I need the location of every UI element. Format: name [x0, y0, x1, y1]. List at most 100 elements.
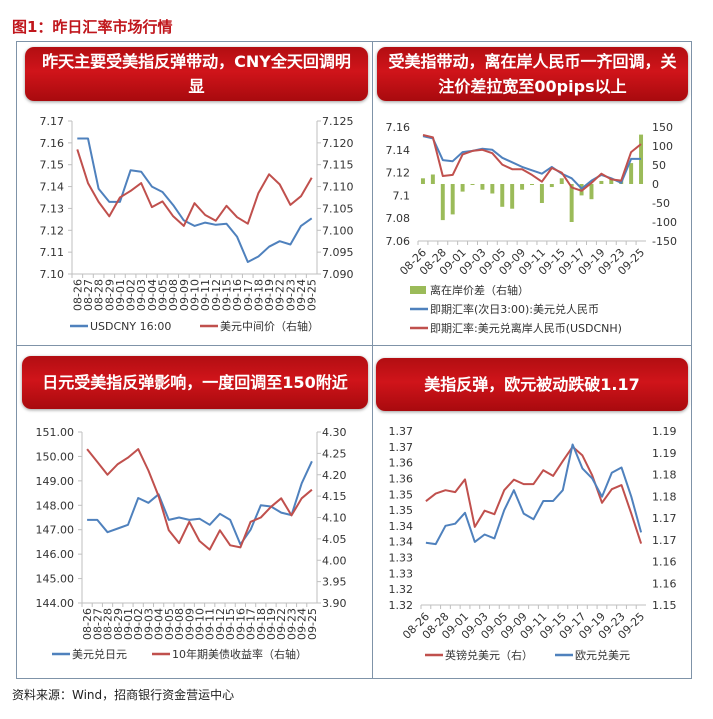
- y-tick-label-left: 7.12: [386, 167, 411, 180]
- x-tick-label: 09-24: [296, 608, 309, 640]
- x-tick-label: 09-12: [214, 608, 227, 640]
- bar-spread: [599, 180, 604, 184]
- y-tick-label-left: 146.00: [36, 548, 75, 561]
- x-tick-label: 09-02: [125, 279, 138, 311]
- y-tick-label-left: 1.32: [389, 599, 414, 612]
- x-tick-label: 09-03: [142, 608, 155, 640]
- y-tick-label-left: 145.00: [36, 573, 75, 586]
- x-tick-label: 09-18: [255, 608, 268, 640]
- x-tick-label: 09-05: [157, 279, 170, 311]
- x-tick-label: 08-26: [71, 279, 84, 311]
- y-tick-label-left: 1.34: [389, 520, 414, 533]
- x-tick-label: 09-19: [263, 279, 276, 311]
- legend-label: 英镑兑美元（右）: [445, 648, 533, 662]
- y-tick-label-right: 1.19: [652, 425, 677, 438]
- bar-spread: [500, 184, 505, 207]
- x-tick-label: 09-15: [220, 279, 233, 311]
- y-tick-label-right: 7.090: [322, 268, 354, 281]
- y-tick-label-left: 7.1: [393, 189, 411, 202]
- series-line-1: [425, 445, 643, 544]
- legend-label: 离在岸价差（右轴）: [430, 283, 529, 297]
- bar-spread: [480, 184, 485, 190]
- y-tick-label-right: 150: [652, 121, 673, 134]
- y-tick-label-right: 4.10: [322, 512, 347, 525]
- x-tick-label: 09-04: [146, 279, 159, 311]
- figure-title: 图1：昨日汇率市场行情: [12, 18, 173, 36]
- y-tick-label-right: 7.125: [322, 115, 354, 128]
- x-tick-label: 09-23: [285, 608, 298, 640]
- legend-label: 美元兑日元: [72, 647, 127, 661]
- x-tick-label: 08-27: [91, 608, 104, 640]
- x-tick-label: 09-18: [252, 279, 265, 311]
- bar-spread: [470, 184, 475, 185]
- y-tick-label-left: 7.08: [386, 212, 411, 225]
- y-tick-label-right: 7.115: [322, 159, 354, 172]
- series-line-2: [76, 149, 313, 227]
- y-tick-label-right: 100: [652, 140, 673, 153]
- x-tick-label: 09-05: [163, 608, 176, 640]
- y-tick-label-right: 1.16: [652, 556, 677, 569]
- legend-label: 即期汇率:美元兑离岸人民币(USDCNH): [430, 321, 622, 335]
- x-tick-label: 09-17: [245, 608, 258, 640]
- y-tick-label-left: 149.00: [36, 475, 75, 488]
- bar-spread: [559, 178, 564, 184]
- x-tick-label: 09-24: [295, 279, 308, 311]
- x-tick-label: 09-04: [153, 608, 166, 640]
- x-tick-label: 08-29: [112, 608, 125, 640]
- y-tick-label-right: 7.095: [322, 246, 354, 259]
- y-tick-label-right: 4.20: [322, 469, 347, 482]
- bar-spread: [450, 184, 455, 215]
- y-tick-label-left: 7.16: [40, 137, 65, 150]
- x-tick-label: 09-11: [199, 279, 212, 311]
- x-tick-label: 09-10: [189, 279, 202, 311]
- x-tick-label: 09-22: [275, 608, 288, 640]
- y-tick-label-right: 1.17: [652, 512, 677, 525]
- series-line-3: [422, 134, 642, 192]
- y-tick-label-right: 4.15: [322, 490, 347, 503]
- y-tick-label-left: 1.37: [389, 425, 414, 438]
- x-tick-label: 09-02: [132, 608, 145, 640]
- bar-spread: [629, 163, 634, 184]
- y-tick-label-left: 7.06: [386, 235, 411, 248]
- y-tick-label-left: 1.36: [389, 472, 414, 485]
- chart2-title-banner: 受美指带动，离在岸人民币一齐回调，关注价差拉宽至00pips以上: [377, 47, 688, 101]
- series-line-2: [422, 135, 641, 190]
- vertical-divider: [372, 41, 373, 679]
- x-tick-label: 09-08: [173, 608, 186, 640]
- chart4-title-banner: 美指反弹，欧元被动跌破1.17: [376, 358, 688, 411]
- y-tick-label-right: 7.105: [322, 202, 354, 215]
- x-tick-label: 09-23: [284, 279, 297, 311]
- y-tick-label-left: 1.32: [389, 583, 414, 596]
- y-tick-label-right: 0: [652, 178, 659, 191]
- chart-1: 7.17 7.16 7.15 7.14 7.13 7.12 7.11 7.10 7.125 7.1…: [40, 115, 354, 333]
- y-tick-label-left: 144.00: [36, 597, 75, 610]
- y-tick-label-right: 50: [652, 159, 666, 172]
- y-tick-label-left: 1.33: [389, 552, 414, 565]
- bar-spread: [539, 184, 544, 203]
- x-tick-label: 09-15: [224, 608, 237, 640]
- series-line-1: [77, 137, 313, 263]
- y-tick-label-left: 7.10: [40, 268, 65, 281]
- legend-label: 欧元兑美元: [575, 648, 630, 662]
- y-tick-label-left: 1.35: [389, 504, 414, 517]
- x-tick-label: 08-28: [93, 279, 106, 311]
- y-tick-label-left: 1.33: [389, 567, 414, 580]
- y-tick-label-left: 7.14: [40, 181, 65, 194]
- x-tick-label: 09-08: [167, 279, 180, 311]
- x-tick-label: 09-22: [274, 279, 287, 311]
- y-tick-label-right: -150: [652, 235, 677, 248]
- x-tick-label: 09-09: [178, 279, 191, 311]
- y-tick-label-left: 1.35: [389, 488, 414, 501]
- x-tick-label: 09-25: [306, 279, 319, 311]
- legend-label: 美元中间价（右轴）: [220, 319, 319, 333]
- x-tick-label: 09-25: [306, 608, 319, 640]
- x-tick-label: 09-16: [234, 608, 247, 640]
- y-tick-label-right: 3.95: [322, 576, 347, 589]
- bar-spread: [430, 174, 435, 184]
- bar-spread: [510, 184, 515, 209]
- y-tick-label-right: 1.15: [652, 599, 677, 612]
- x-tick-label: 09-10: [194, 608, 207, 640]
- x-tick-label: 08-26: [81, 608, 94, 640]
- x-tick-label: 09-19: [265, 608, 278, 640]
